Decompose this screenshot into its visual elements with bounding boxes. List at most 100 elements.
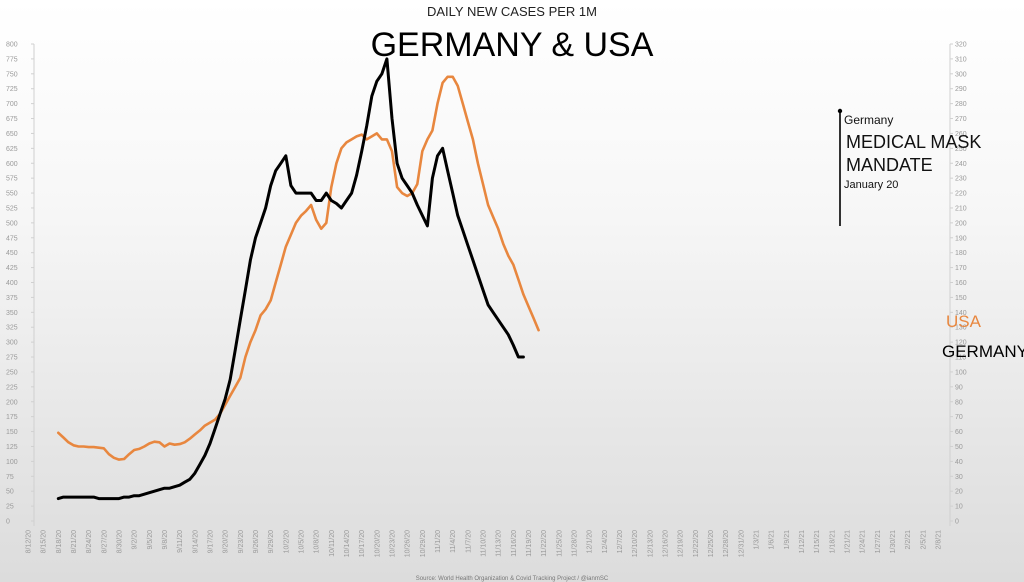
right-tick-label: 240	[955, 161, 967, 168]
left-tick-label: 350	[6, 310, 18, 317]
x-tick-label: 11/7/20	[465, 530, 472, 553]
right-tick-label: 300	[955, 71, 967, 78]
x-tick-label: 12/22/20	[693, 530, 700, 557]
annotation-line1: MEDICAL MASK	[846, 132, 981, 152]
right-tick-label: 0	[955, 519, 959, 526]
left-tick-label: 300	[6, 340, 18, 347]
right-tick-label: 110	[955, 355, 966, 362]
left-tick-label: 750	[6, 71, 18, 78]
left-tick-label: 225	[6, 384, 18, 391]
series-line-germany	[56, 57, 525, 501]
x-tick-label: 10/11/20	[329, 530, 336, 557]
x-tick-label: 12/4/20	[602, 530, 609, 553]
right-tick-label: 140	[955, 310, 967, 317]
x-tick-label: 11/10/20	[481, 530, 488, 557]
right-axis-ticks: 0 10 20 30 40 50 60 70 80 90 100 110 120 130 140 150 160…	[950, 42, 967, 526]
right-tick-label: 280	[955, 101, 967, 108]
left-tick-label: 650	[6, 131, 18, 138]
annotation-country: Germany	[844, 113, 893, 127]
left-tick-label: 0	[6, 519, 10, 526]
right-tick-label: 180	[955, 250, 967, 257]
left-tick-label: 500	[6, 220, 18, 227]
left-tick-label: 175	[6, 414, 18, 421]
right-tick-label: 170	[955, 265, 967, 272]
left-tick-label: 50	[6, 489, 14, 496]
x-tick-label: 1/18/21	[829, 530, 836, 553]
left-tick-label: 675	[6, 116, 18, 123]
left-tick-label: 400	[6, 280, 18, 287]
left-tick-label: 475	[6, 235, 18, 242]
x-tick-label: 1/21/21	[845, 530, 852, 553]
x-tick-label: 8/27/20	[101, 530, 108, 553]
right-tick-label: 10	[955, 504, 963, 511]
x-tick-label: 2/8/21	[936, 530, 943, 550]
x-tick-label: 9/26/20	[253, 530, 260, 553]
right-tick-label: 100	[955, 369, 967, 376]
left-tick-label: 625	[6, 146, 18, 153]
annotation-line2: MANDATE	[846, 155, 933, 175]
x-tick-label: 9/2/20	[132, 530, 139, 550]
annotation: Germany MEDICAL MASK MANDATE January 20	[837, 108, 981, 226]
left-tick-label: 325	[6, 325, 18, 332]
x-tick-label: 12/31/20	[738, 530, 745, 557]
right-tick-label: 290	[955, 86, 967, 93]
left-tick-label: 200	[6, 399, 18, 406]
left-tick-label: 150	[6, 429, 18, 436]
series-lines	[56, 57, 540, 501]
x-tick-label: 10/23/20	[390, 530, 397, 557]
left-tick-label: 525	[6, 205, 18, 212]
right-tick-label: 60	[955, 429, 963, 436]
x-tick-label: 9/11/20	[177, 530, 184, 553]
right-tick-label: 230	[955, 176, 967, 183]
x-tick-label: 12/1/20	[587, 530, 594, 553]
x-tick-label: 11/22/20	[541, 530, 548, 557]
x-tick-label: 10/29/20	[420, 530, 427, 557]
x-tick-label: 1/24/21	[860, 530, 867, 553]
right-tick-label: 200	[955, 220, 967, 227]
right-tick-label: 90	[955, 384, 963, 391]
right-tick-label: 310	[955, 56, 967, 63]
left-tick-label: 550	[6, 191, 18, 198]
left-tick-label: 275	[6, 355, 18, 362]
x-tick-label: 10/8/20	[314, 530, 321, 553]
left-tick-label: 600	[6, 161, 18, 168]
x-tick-label: 11/16/20	[511, 530, 518, 557]
x-tick-label: 9/8/20	[162, 530, 169, 550]
left-tick-label: 425	[6, 265, 18, 272]
x-tick-label: 1/15/21	[814, 530, 821, 553]
x-tick-label: 12/25/20	[708, 530, 715, 557]
x-tick-label: 11/1/20	[435, 530, 442, 553]
legend-usa: USA	[946, 312, 982, 331]
x-tick-label: 11/28/20	[572, 530, 579, 557]
right-tick-label: 190	[955, 235, 967, 242]
right-tick-label: 120	[955, 340, 967, 347]
x-tick-label: 10/5/20	[299, 530, 306, 553]
x-tick-label: 9/23/20	[238, 530, 245, 553]
x-tick-label: 11/19/20	[526, 530, 533, 557]
right-tick-label: 250	[955, 146, 967, 153]
x-tick-label: 1/30/21	[890, 530, 897, 553]
x-tick-label: 8/21/20	[71, 530, 78, 553]
x-tick-label: 10/2/20	[283, 530, 290, 553]
left-tick-label: 375	[6, 295, 18, 302]
right-tick-label: 50	[955, 444, 963, 451]
x-tick-label: 11/4/20	[450, 530, 457, 553]
x-tick-label: 9/14/20	[192, 530, 199, 553]
x-tick-label: 8/30/20	[117, 530, 124, 553]
x-tick-label: 2/2/21	[905, 530, 912, 550]
left-tick-label: 725	[6, 86, 18, 93]
x-tick-label: 2/5/21	[920, 530, 927, 550]
x-tick-label: 11/13/20	[496, 530, 503, 557]
x-tick-label: 9/20/20	[223, 530, 230, 553]
source-note: Source: World Health Organization & Covi…	[416, 576, 609, 582]
chart-title: GERMANY & USA	[371, 26, 654, 64]
x-tick-label: 1/9/21	[784, 530, 791, 550]
x-tick-label: 8/24/20	[86, 530, 93, 553]
x-tick-label: 12/19/20	[678, 530, 685, 557]
x-tick-label: 12/7/20	[617, 530, 624, 553]
x-tick-label: 12/10/20	[632, 530, 639, 557]
x-tick-label: 12/13/20	[647, 530, 654, 557]
x-tick-label: 12/28/20	[723, 530, 730, 557]
right-tick-label: 220	[955, 191, 967, 198]
x-tick-label: 1/27/21	[875, 530, 882, 553]
